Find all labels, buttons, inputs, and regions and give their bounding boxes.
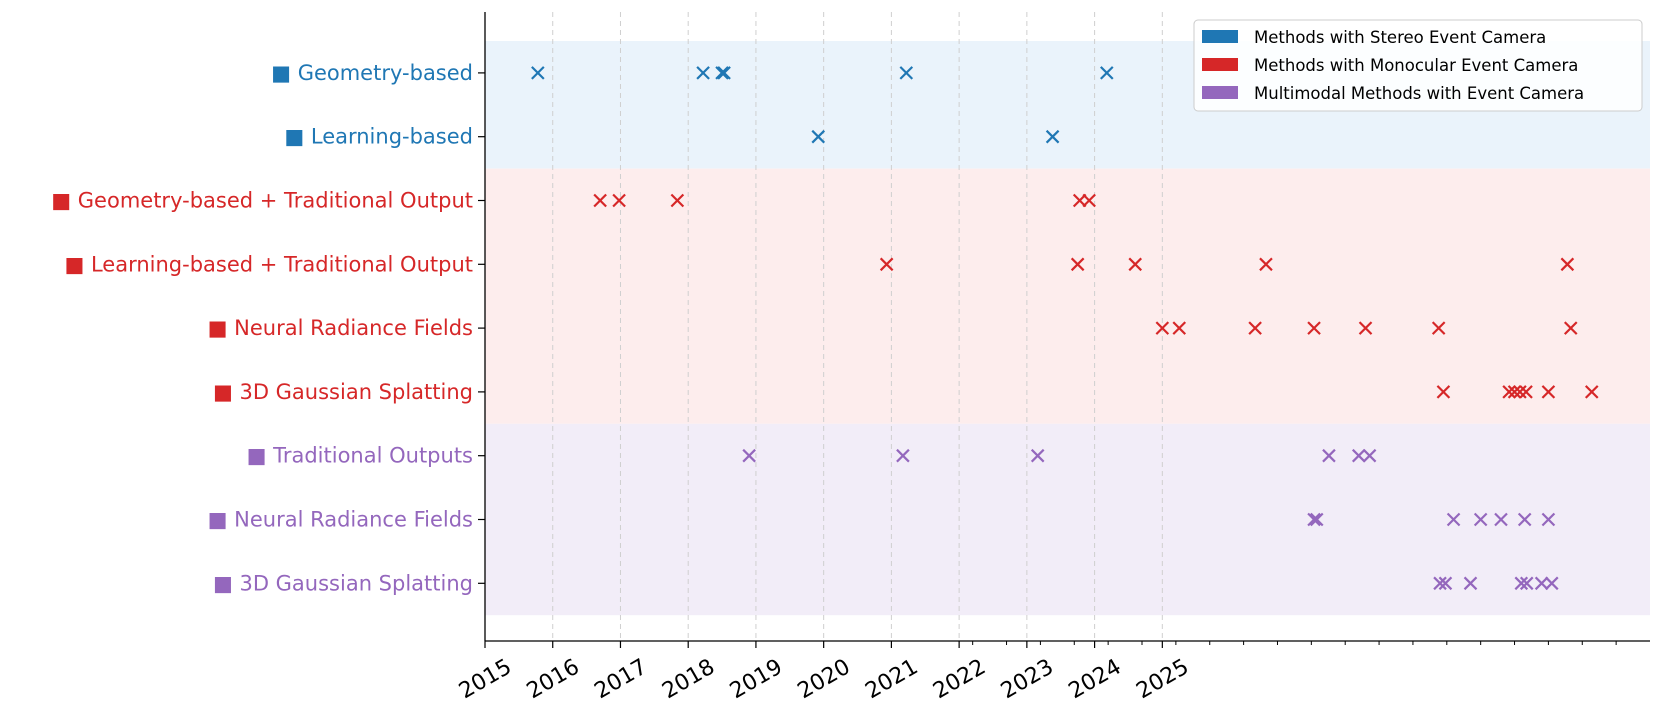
data-point	[879, 257, 894, 272]
x-tick-label: 2016	[523, 655, 584, 705]
data-point	[1307, 321, 1321, 335]
x-tick-label: 2024	[1065, 655, 1126, 705]
x-tick-label: 2019	[726, 655, 787, 705]
data-point	[715, 66, 729, 80]
x-tick-label: 2018	[658, 655, 719, 705]
legend-label: Methods with Monocular Event Camera	[1254, 56, 1578, 75]
data-point	[1100, 66, 1114, 80]
data-point	[1362, 448, 1377, 463]
group-bands	[485, 41, 1650, 616]
data-point	[742, 448, 756, 463]
category-label: ■ 3D Gaussian Splatting	[213, 571, 473, 595]
data-point	[1494, 512, 1508, 527]
data-point	[1541, 385, 1556, 399]
data-point	[1248, 321, 1262, 335]
data-point	[1070, 257, 1085, 272]
legend-label: Multimodal Methods with Event Camera	[1254, 84, 1584, 103]
data-point	[1082, 193, 1096, 208]
data-point	[696, 66, 710, 80]
data-point	[1030, 448, 1045, 463]
category-label: ■ Geometry-based + Traditional Output	[51, 189, 473, 213]
data-point	[1534, 576, 1549, 591]
data-point	[1259, 257, 1273, 272]
legend-swatch	[1202, 30, 1238, 43]
legend: Methods with Stereo Event Camera Methods …	[1193, 19, 1643, 112]
data-point	[1155, 321, 1170, 335]
data-point	[1309, 512, 1324, 527]
data-point	[1541, 512, 1556, 527]
data-point	[531, 66, 545, 80]
x-tick-label: 2021	[861, 655, 922, 705]
data-point	[1560, 257, 1575, 272]
data-points	[531, 66, 1599, 591]
data-point	[717, 66, 731, 80]
data-point	[1517, 512, 1532, 527]
category-label: ■ Geometry-based	[271, 61, 473, 85]
x-tick-label: 2022	[929, 655, 990, 705]
data-point	[612, 193, 626, 208]
data-point	[1502, 385, 1516, 399]
data-point	[1563, 321, 1578, 335]
data-point	[1463, 576, 1478, 591]
category-label: ■ Learning-based + Traditional Output	[64, 252, 473, 276]
data-point	[1513, 385, 1527, 399]
category-label: ■ Neural Radiance Fields	[208, 316, 473, 340]
data-point	[1436, 385, 1451, 399]
data-point	[670, 193, 685, 208]
data-point	[811, 129, 826, 144]
data-point	[1322, 448, 1336, 463]
data-point	[1172, 321, 1187, 335]
data-point	[1584, 385, 1599, 399]
data-point	[1431, 321, 1446, 335]
category-label: ■ Learning-based	[284, 125, 473, 149]
x-tick-label: 2020	[794, 655, 855, 705]
data-point	[1545, 576, 1559, 591]
x-tick-label: 2025	[1132, 655, 1193, 705]
x-tick-label: 2015	[455, 655, 516, 705]
data-point	[1351, 448, 1366, 463]
legend-swatch	[1202, 86, 1238, 99]
axes	[478, 12, 1650, 642]
data-point	[1128, 257, 1143, 272]
category-label: ■ 3D Gaussian Splatting	[213, 380, 473, 404]
data-point	[1446, 512, 1461, 527]
data-point	[1358, 321, 1373, 335]
data-point	[1514, 576, 1529, 591]
data-point	[1519, 385, 1533, 399]
data-point	[1507, 385, 1522, 399]
data-point	[896, 448, 910, 463]
x-tick-label: 2023	[997, 655, 1058, 705]
data-point	[1473, 512, 1488, 527]
data-point	[899, 66, 914, 80]
category-label: ■ Traditional Outputs	[247, 444, 473, 468]
data-point	[1519, 576, 1534, 591]
data-point	[593, 193, 607, 208]
legend-swatch	[1202, 58, 1238, 71]
x-ticks: 2015 2016 2017 2018 2019 2020 2021 2022 2023 2024…	[455, 641, 1617, 705]
band-group-2	[485, 423, 1650, 616]
data-point	[1045, 129, 1060, 144]
legend-label: Methods with Stereo Event Camera	[1254, 28, 1546, 47]
band-group-1	[485, 168, 1650, 424]
data-point	[1433, 576, 1447, 591]
category-labels: ■ Geometry-based ■ Learning-based ■ Geomet…	[51, 61, 473, 595]
data-point	[1307, 512, 1321, 527]
x-tick-label: 2017	[590, 655, 651, 705]
legend-box	[1193, 19, 1643, 112]
category-label: ■ Neural Radiance Fields	[208, 508, 473, 532]
data-point	[1438, 576, 1453, 591]
